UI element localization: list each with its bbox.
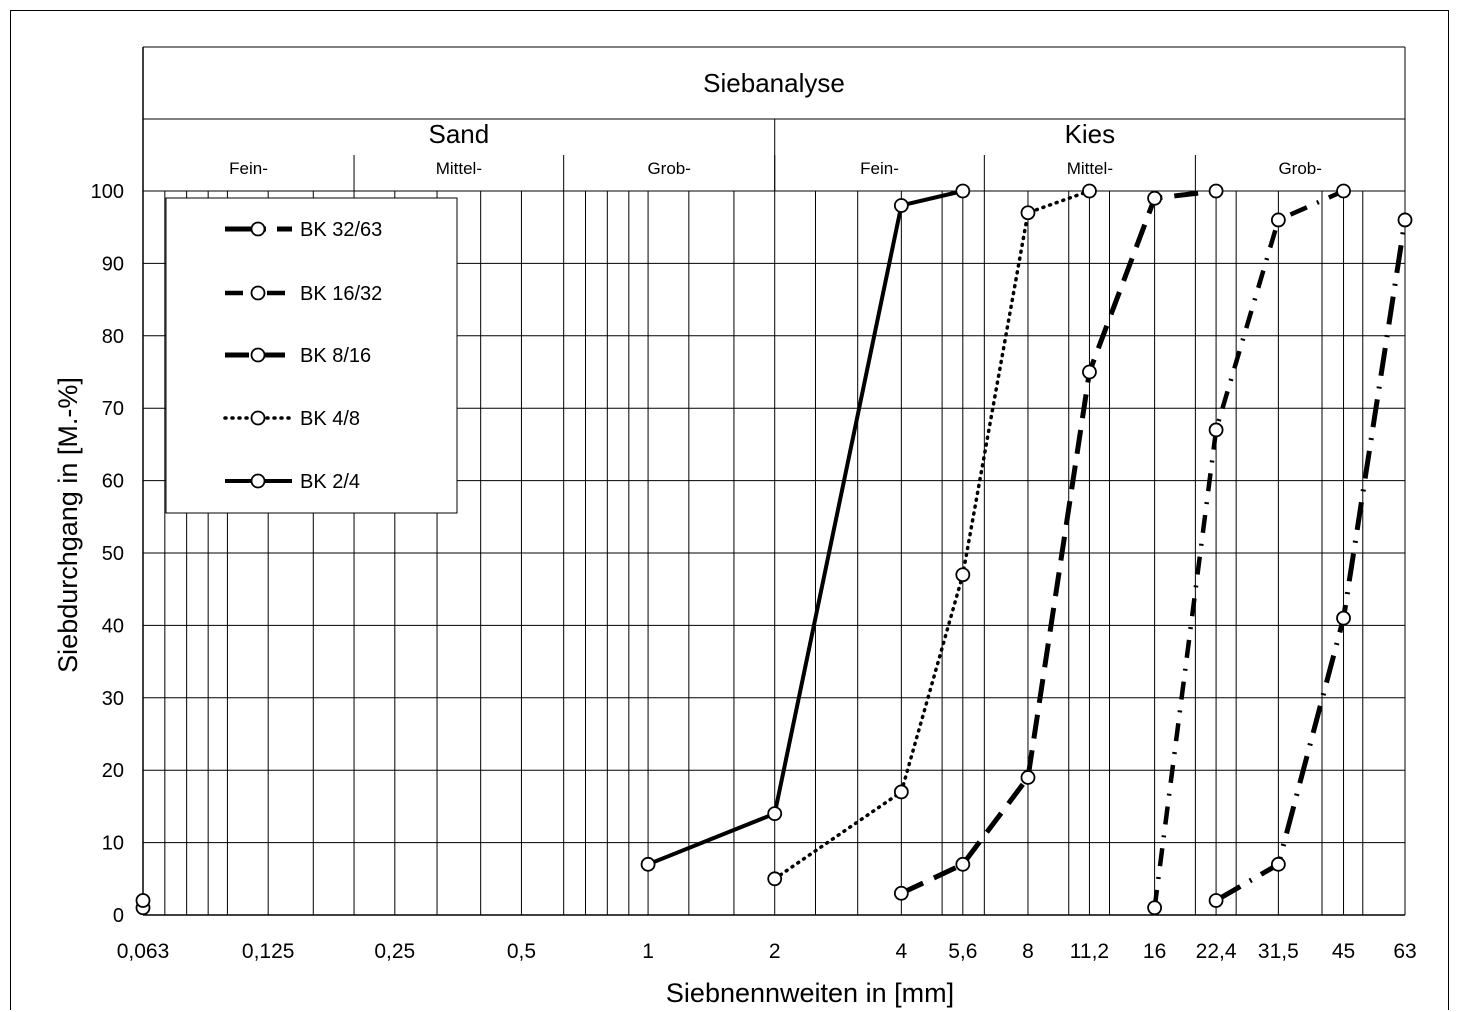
x-tick-label: 0,25 — [374, 940, 415, 963]
legend-marker — [250, 221, 266, 237]
legend-label: BK 16/32 — [300, 283, 382, 305]
x-tick-label: 5,6 — [948, 940, 977, 963]
legend-item: BK 32/63 — [225, 219, 382, 241]
data-point — [767, 871, 783, 887]
y-tick-label: 50 — [102, 543, 124, 565]
data-point — [893, 885, 909, 901]
data-point — [955, 183, 971, 199]
y-tick-label: 70 — [102, 398, 124, 420]
y-tick-label: 0 — [113, 905, 124, 927]
x-tick-label: 0,5 — [507, 940, 536, 963]
x-tick-label: 4 — [896, 940, 908, 963]
data-point — [955, 567, 971, 583]
x-tick-label: 16 — [1143, 940, 1166, 963]
data-point — [135, 893, 151, 908]
data-point — [640, 856, 656, 872]
series-line — [647, 189, 964, 867]
legend-marker — [250, 347, 266, 363]
series-bk-2-4 — [640, 183, 971, 872]
data-point — [1082, 364, 1097, 380]
y-tick-label: 80 — [102, 326, 124, 348]
data-point — [1147, 900, 1163, 916]
legend: BK 32/63 BK 16/32 BK 8/16 BK 4/8 BK 2/4 — [165, 197, 458, 514]
legend-label: BK 4/8 — [300, 408, 360, 430]
y-axis-title: Siebdurchgang in [M.-%] — [53, 377, 83, 673]
grain-subgroup-label: Mittel- — [436, 159, 482, 178]
data-point — [893, 784, 909, 800]
data-point — [1270, 212, 1286, 228]
legend-label: BK 32/63 — [300, 219, 382, 241]
series-bk-4-8 — [767, 183, 1097, 887]
data-point — [1147, 190, 1163, 206]
data-point — [1397, 212, 1413, 228]
series-bk-8-16 — [893, 183, 1224, 901]
y-tick-label: 20 — [102, 760, 124, 782]
data-point — [1208, 422, 1224, 438]
series-line — [1152, 188, 1345, 909]
legend-item: BK 16/32 — [225, 283, 382, 305]
legend-item: BK 8/16 — [225, 345, 371, 367]
series-bk-32-63 — [1208, 212, 1413, 908]
y-tick-label: 10 — [102, 833, 124, 855]
series-line — [1214, 219, 1408, 903]
data-point — [1270, 856, 1286, 872]
grain-size-header: Siebanalyse Sand Kies Fein- Mittel- Grob- Fei… — [142, 46, 1406, 916]
chart-frame — [10, 10, 1449, 1010]
legend-label: BK 2/4 — [300, 471, 360, 493]
grain-group-label: Kies — [1065, 119, 1116, 149]
data-point — [1208, 893, 1224, 908]
grain-subgroup-label: Grob- — [1278, 159, 1321, 178]
grain-subgroup-label: Mittel- — [1067, 159, 1113, 178]
grain-subgroup-label: Fein- — [860, 159, 899, 178]
chart-title: Siebanalyse — [703, 68, 845, 98]
series-layer — [135, 183, 1413, 916]
y-tick-label: 30 — [102, 688, 124, 710]
y-tick-label: 60 — [102, 471, 124, 493]
x-axis-title: Siebnennweiten in [mm] — [666, 978, 954, 1008]
x-tick-label: 11,2 — [1070, 940, 1109, 963]
grain-subgroup-label: Grob- — [647, 159, 690, 178]
data-point — [1082, 183, 1097, 199]
grain-group-label: Sand — [428, 119, 489, 149]
data-point — [1020, 205, 1036, 221]
series-line — [772, 189, 1092, 881]
grain-subgroup-label: Fein- — [229, 159, 268, 178]
series-bk-16-32 — [1147, 183, 1351, 916]
legend-marker — [250, 410, 266, 426]
axis-layer: Siebnennweiten in [mm] Siebdurchgang in … — [53, 181, 1417, 1008]
y-tick-label: 100 — [91, 181, 124, 203]
x-tick-label: 63 — [1393, 940, 1416, 963]
x-tick-label: 45 — [1332, 940, 1355, 963]
y-tick-label: 90 — [102, 253, 124, 275]
y-tick-label: 40 — [102, 615, 124, 637]
legend-marker — [250, 473, 266, 489]
x-tick-label: 8 — [1022, 940, 1034, 963]
data-point — [1208, 183, 1224, 199]
data-point — [955, 856, 971, 872]
x-tick-label: 0,125 — [242, 940, 295, 963]
data-point — [1020, 770, 1036, 785]
data-point — [767, 806, 783, 822]
x-tick-label: 2 — [769, 940, 781, 963]
data-point — [893, 198, 909, 213]
x-tick-label: 1 — [642, 940, 654, 963]
series-markers — [135, 893, 151, 916]
x-tick-label: 0,063 — [117, 940, 170, 963]
legend-marker — [250, 285, 266, 301]
legend-item: BK 2/4 — [225, 471, 360, 493]
x-tick-label: 31,5 — [1258, 940, 1299, 963]
data-point — [1336, 610, 1351, 626]
x-tick-label: 22,4 — [1196, 940, 1237, 963]
legend-item: BK 4/8 — [223, 408, 360, 430]
legend-label: BK 8/16 — [300, 345, 371, 367]
data-point — [1336, 183, 1351, 199]
series-line — [900, 188, 1217, 896]
legend-box — [165, 197, 458, 514]
